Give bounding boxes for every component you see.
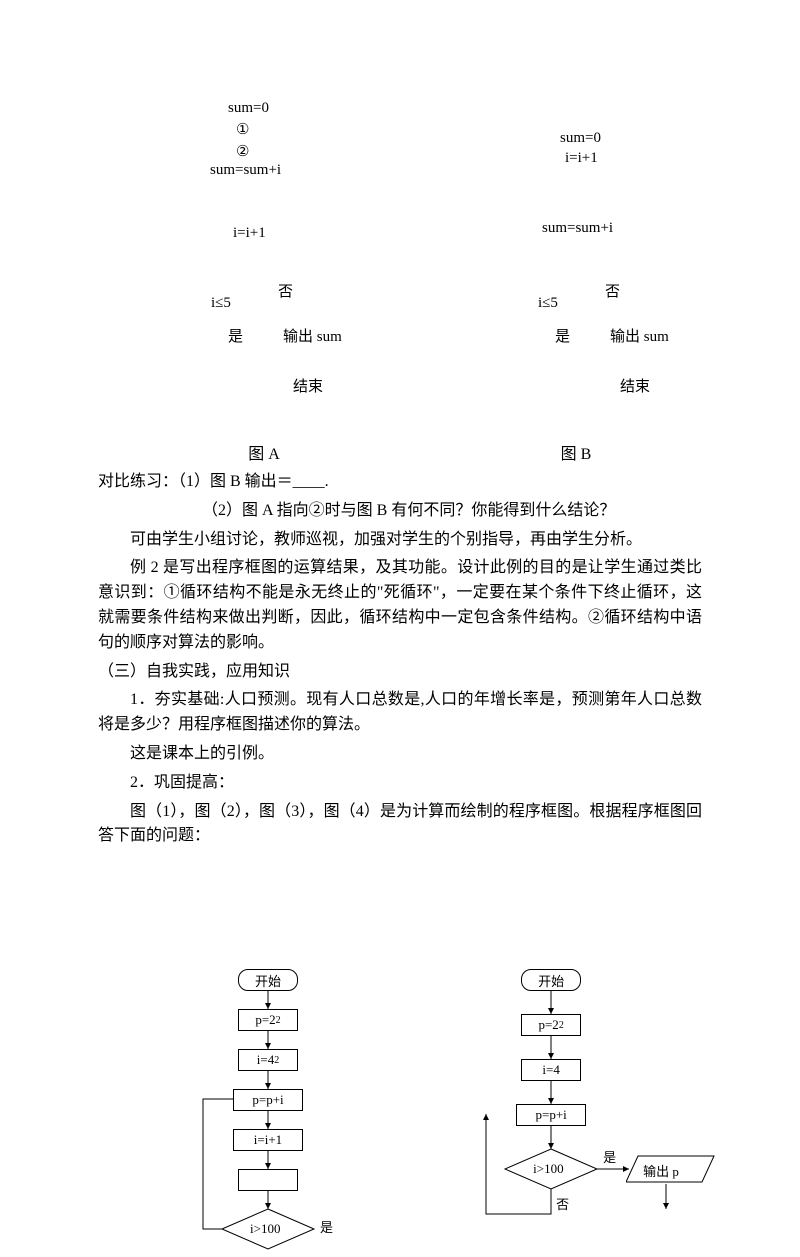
diagram-a: sum=0 ① ② sum=sum+i i=i+1 i≤5 否 是 输出 sum…	[98, 100, 370, 410]
diagB-out: 输出 sum	[610, 325, 669, 346]
diagB-yes: 是	[555, 325, 570, 346]
diagB-sum0: sum=0	[560, 130, 601, 147]
diagB-no: 否	[605, 280, 620, 301]
fc1-s2: i=42	[238, 1049, 298, 1071]
fc2-yes: 是	[603, 1147, 616, 1166]
fc2-s3: p=p+i	[516, 1104, 586, 1126]
fc2-start: 开始	[521, 969, 581, 991]
fc1-s1: p=22	[238, 1009, 298, 1031]
diagA-c2: ②	[236, 142, 249, 161]
diagA-c1: ①	[236, 120, 249, 139]
para-9: 图（1），图（2），图（3），图（4）是为计算而绘制的程序框图。根据程序框图回答…	[98, 800, 702, 850]
para-compare-2: （2）图 A 指向②时与图 B 有何不同？你能得到什么结论？	[98, 499, 702, 524]
fc1-yes: 是	[320, 1217, 333, 1236]
diagA-out: 输出 sum	[283, 325, 342, 346]
fc1-cond: i>100	[250, 1221, 280, 1237]
diagA-yes: 是	[228, 325, 243, 346]
para-3: 可由学生小组讨论，教师巡视，加强对学生的个别指导，再由学生分析。	[98, 528, 702, 553]
caption-b: 图 B	[390, 440, 702, 464]
diagB-cond: i≤5	[538, 295, 558, 312]
diagram-b: sum=0 i=i+1 sum=sum+i i≤5 否 是 输出 sum 结束	[430, 100, 702, 410]
diagA-sum0: sum=0	[228, 100, 269, 117]
fc2-s2: i=4	[521, 1059, 581, 1081]
diagA-sumi: sum=sum+i	[210, 162, 281, 179]
fc1-s3: p=p+i	[233, 1089, 303, 1111]
para-5: （三）自我实践，应用知识	[98, 660, 702, 685]
fc1-extra	[238, 1169, 298, 1191]
fc1-s4: i=i+1	[233, 1129, 303, 1151]
diagA-cond: i≤5	[211, 295, 231, 312]
para-8: 2．巩固提高：	[98, 771, 702, 796]
fc1-start: 开始	[238, 969, 298, 991]
diagB-end: 结束	[620, 375, 650, 396]
flowcharts-row: 开始 p=22 i=42 p=p+i i=i+1 i>100 是	[98, 969, 702, 1249]
diagB-sumi: sum=sum+i	[542, 220, 613, 237]
diagB-iincr: i=i+1	[565, 150, 598, 167]
para-7: 这是课本上的引例。	[98, 742, 702, 767]
two-diagrams-row: sum=0 ① ② sum=sum+i i=i+1 i≤5 否 是 输出 sum…	[98, 100, 702, 410]
para-compare-1: 对比练习：（1）图 B 输出＝____.	[98, 470, 702, 495]
flowchart-1: 开始 p=22 i=42 p=p+i i=i+1 i>100 是	[198, 969, 371, 1249]
para-4: 例 2 是写出程序框图的运算结果，及其功能。设计此例的目的是让学生通过类比意识到…	[98, 556, 702, 655]
diagA-no: 否	[278, 280, 293, 301]
captions-row: 图 A 图 B	[98, 440, 702, 464]
fc2-s1: p=22	[521, 1014, 581, 1036]
fc2-cond: i>100	[533, 1161, 563, 1177]
fc2-no: 否	[556, 1194, 569, 1213]
flowchart-2: 开始 p=22 i=4 p=p+i i>100 是 否 输出 p	[471, 969, 702, 1249]
para-6: 1．夯实基础:人口预测。现有人口总数是,人口的年增长率是，预测第年人口总数将是多…	[98, 688, 702, 738]
diagA-iincr: i=i+1	[233, 225, 266, 242]
diagA-end: 结束	[293, 375, 323, 396]
caption-a: 图 A	[98, 440, 390, 464]
fc2-out: 输出 p	[643, 1161, 679, 1180]
